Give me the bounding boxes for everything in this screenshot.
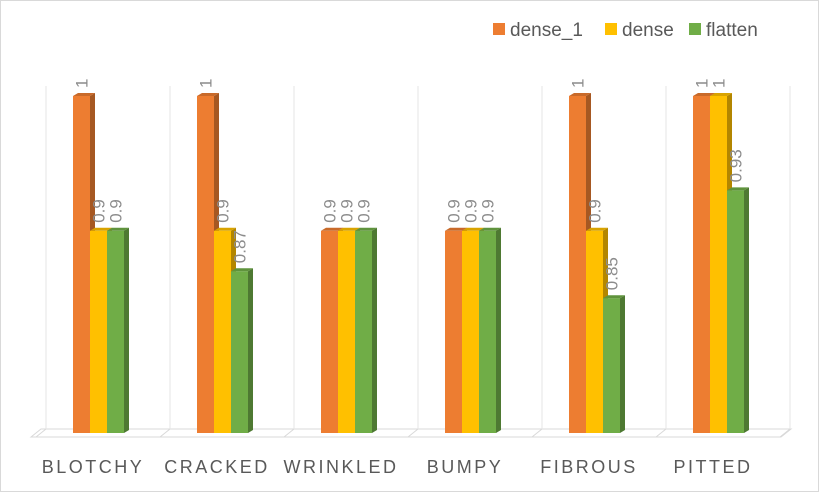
- legend-item-dense: dense: [605, 20, 674, 41]
- bar-flatten-pitted: [727, 187, 749, 433]
- floor-divider: [283, 428, 295, 438]
- legend-item-dense_1: dense_1: [493, 20, 583, 41]
- bar-flatten-cracked: [231, 268, 253, 433]
- category-label: FIBROUS: [540, 457, 638, 477]
- data-label: 0.9: [321, 199, 340, 223]
- data-label: 0.9: [462, 199, 481, 223]
- data-label: 0.9: [90, 199, 109, 223]
- category-label: BUMPY: [427, 457, 504, 477]
- chart-walls: [29, 86, 793, 438]
- data-label: 0.9: [479, 199, 498, 223]
- legend-label: flatten: [706, 20, 758, 41]
- chart-bars: [73, 93, 749, 433]
- floor-divider: [779, 428, 791, 438]
- floor: [29, 428, 793, 438]
- floor-divider: [655, 428, 667, 438]
- bar-flatten-bumpy: [479, 227, 501, 433]
- legend-swatch: [689, 23, 701, 35]
- data-label: 0.93: [727, 149, 746, 182]
- data-label: 1: [693, 79, 712, 88]
- category-label: PITTED: [673, 457, 752, 477]
- floor-divider: [407, 428, 419, 438]
- legend-item-flatten: flatten: [689, 20, 758, 41]
- data-label: 1: [73, 79, 92, 88]
- legend-label: dense: [622, 20, 674, 41]
- floor-divider: [159, 428, 171, 438]
- data-label: 0.9: [445, 199, 464, 223]
- bar-flatten-wrinkled: [355, 227, 377, 433]
- data-label: 1: [569, 79, 588, 88]
- data-label: 1: [197, 79, 216, 88]
- category-label: BLOTCHY: [42, 457, 145, 477]
- data-label: 0.87: [231, 230, 250, 263]
- bar-flatten-fibrous: [603, 295, 625, 433]
- floor-divider: [35, 428, 47, 438]
- data-label: 0.9: [338, 199, 357, 223]
- data-label: 1: [710, 79, 729, 88]
- data-label: 0.85: [603, 257, 622, 290]
- legend: dense_1 dense flatten: [493, 20, 758, 41]
- data-label: 0.9: [586, 199, 605, 223]
- data-label: 0.9: [355, 199, 374, 223]
- category-axis: BLOTCHY CRACKED WRINKLED BUMPY FIBROUS PITTED: [42, 457, 752, 477]
- bar-flatten-blotchy: [107, 227, 129, 433]
- data-label: 0.9: [214, 199, 233, 223]
- category-label: WRINKLED: [283, 457, 398, 477]
- data-label: 0.9: [107, 199, 126, 223]
- data-labels: 1 10.9 0.91 10.9 0.9 0.9 0.9 0.910.90.870.9 0.90…: [73, 79, 746, 291]
- floor-divider: [531, 428, 543, 438]
- legend-swatch: [493, 23, 505, 35]
- legend-label: dense_1: [510, 20, 583, 41]
- category-label: CRACKED: [164, 457, 270, 477]
- legend-swatch: [605, 23, 617, 35]
